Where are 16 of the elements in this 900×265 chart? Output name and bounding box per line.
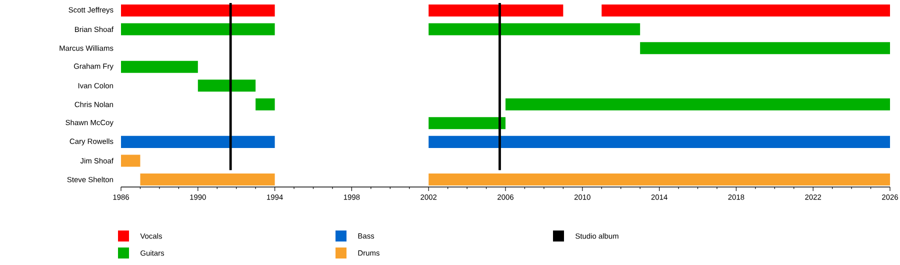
bar bbox=[121, 23, 275, 36]
bar bbox=[602, 4, 890, 17]
bar bbox=[121, 136, 275, 148]
bar bbox=[428, 23, 640, 36]
bar bbox=[428, 4, 564, 17]
bar bbox=[121, 60, 198, 73]
bar bbox=[140, 173, 275, 186]
bar bbox=[640, 42, 890, 54]
bar bbox=[256, 98, 275, 110]
bar bbox=[428, 117, 506, 130]
bar bbox=[428, 136, 890, 148]
bar bbox=[121, 4, 275, 17]
bar bbox=[198, 80, 256, 92]
bar bbox=[506, 98, 890, 110]
bar bbox=[121, 154, 140, 167]
bar bbox=[428, 173, 890, 186]
